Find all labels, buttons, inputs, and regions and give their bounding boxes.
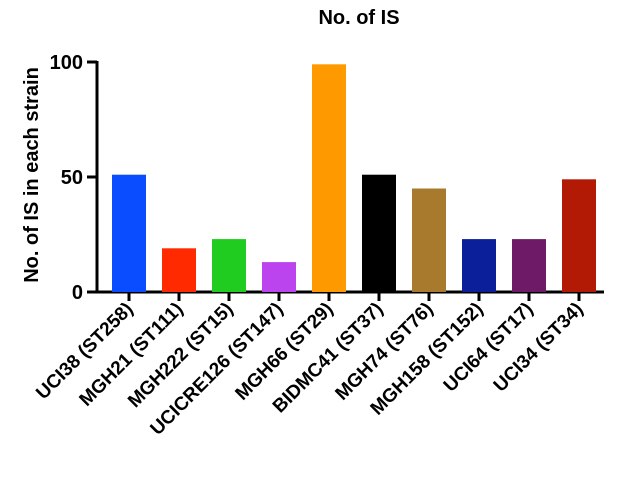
bar (212, 239, 246, 292)
bar (312, 64, 346, 292)
bar (562, 179, 596, 292)
y-axis-label: No. of IS in each strain (21, 67, 43, 283)
bar (512, 239, 546, 292)
y-tick-label: 50 (61, 167, 83, 189)
bars (112, 64, 596, 292)
y-tick-label: 100 (50, 52, 83, 74)
bar (362, 174, 396, 292)
bar (162, 248, 196, 292)
y-ticks: 0 50 100 (50, 52, 97, 304)
bar (262, 262, 296, 292)
chart-title: No. of IS (318, 7, 399, 29)
bar (462, 239, 496, 292)
y-tick-label: 0 (72, 282, 83, 304)
x-ticks: UCI38 (ST258)MGH21 (ST111)MGH222 (ST15)U… (32, 292, 588, 440)
x-tick-label: UCI34 (ST34) (490, 299, 588, 397)
bar (112, 174, 146, 292)
bar (412, 188, 446, 292)
